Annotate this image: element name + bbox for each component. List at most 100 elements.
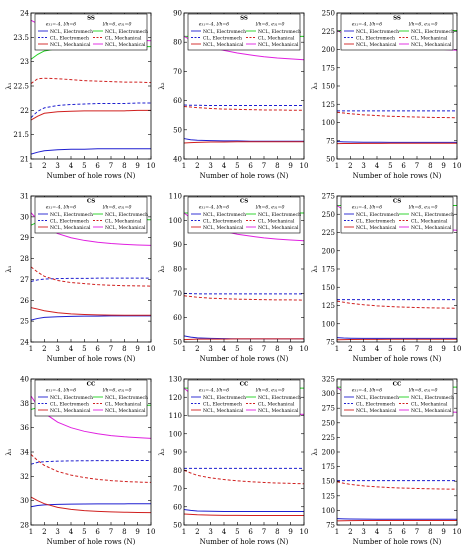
x-tick-label: 9 <box>135 528 139 536</box>
y-tick-label: 150 <box>322 284 335 292</box>
y-axis-label: λ₂ <box>158 448 166 455</box>
legend-label: NCL, Mechanical <box>105 42 146 48</box>
x-tick-label: 9 <box>441 528 445 536</box>
chart-panel-ss-1: 1 2 3 4 5 6 7 8 9 10 21 21.5 22 22.5 23 23.5 24 Number of… <box>1 1 155 184</box>
x-tick-label: 7 <box>262 162 266 170</box>
x-axis-label: Number of hole rows (N) <box>200 538 289 546</box>
x-tick-label: 3 <box>361 345 365 353</box>
x-tick-label: 2 <box>42 345 46 353</box>
x-tick-label: 8 <box>275 345 279 353</box>
x-tick-label: 2 <box>195 528 199 536</box>
chart-panel-cc-1: 1 2 3 4 5 6 7 8 9 10 28 30 32 34 36 38 40 Number of hole … <box>1 367 155 550</box>
y-tick-label: 200 <box>322 46 335 54</box>
y-tick-label: 250 <box>322 10 335 18</box>
x-tick-label: 7 <box>262 528 266 536</box>
chart-svg: 1 2 3 4 5 6 7 8 9 10 50 60 70 80 90 100 110 120 130 Number … <box>158 376 309 547</box>
y-tick-label: 100 <box>322 507 335 515</box>
x-axis-label: Number of hole rows (N) <box>353 172 442 180</box>
y-tick-label: 24 <box>20 339 29 347</box>
series-line-4 <box>183 295 305 301</box>
y-tick-label: 110 <box>169 193 182 201</box>
chart-svg: 1 2 3 4 5 6 7 8 9 10 50 60 70 80 90 100 110 Number of hol… <box>158 193 308 364</box>
x-tick-label: 8 <box>122 528 126 536</box>
legend-label: NCL, Electromech <box>105 395 148 401</box>
x-tick-label: 9 <box>288 162 292 170</box>
x-tick-label: 10 <box>147 345 156 353</box>
x-tick-label: 3 <box>361 162 365 170</box>
y-tick-label: 225 <box>322 28 335 36</box>
x-tick-label: 7 <box>415 345 419 353</box>
chart-title: SS <box>87 16 95 22</box>
y-tick-label: 125 <box>322 101 335 109</box>
y-tick-label: 130 <box>169 376 182 384</box>
series-line-4 <box>336 481 458 490</box>
legend-label: NCL, Mechanical <box>411 225 452 231</box>
y-tick-label: 100 <box>169 217 182 225</box>
series-line-4 <box>30 77 152 84</box>
series-line-1 <box>183 138 304 142</box>
series-line-1 <box>183 508 304 512</box>
x-axis-label: Number of hole rows (N) <box>200 355 289 363</box>
x-tick-label: 6 <box>95 162 100 170</box>
x-axis-label: Number of hole rows (N) <box>47 172 136 180</box>
legend-label: CL, Electromech <box>356 401 395 407</box>
y-tick-label: 225 <box>322 434 335 442</box>
y-tick-label: 100 <box>322 119 335 127</box>
x-tick-label: 7 <box>262 345 266 353</box>
chart-panel-cc-2: 1 2 3 4 5 6 7 8 9 10 50 60 70 80 90 100 110 120 130 Number … <box>154 367 309 550</box>
legend-header-left: e₃₁=-4, l/h=6 <box>199 22 229 28</box>
x-tick-label: 5 <box>388 528 392 536</box>
legend-label: NCL, Electromech <box>50 212 93 218</box>
x-axis-label: Number of hole rows (N) <box>200 172 289 180</box>
y-tick-label: 225 <box>322 229 335 237</box>
legend-box <box>340 379 454 417</box>
x-axis-label: Number of hole rows (N) <box>47 355 136 363</box>
x-tick-label: 2 <box>42 528 46 536</box>
chart-svg: 1 2 3 4 5 6 7 8 9 10 24 25 26 27 28 29 30 31 Number of hol… <box>5 193 156 364</box>
x-tick-label: 1 <box>182 345 186 353</box>
y-tick-label: 50 <box>326 156 335 164</box>
y-tick-label: 325 <box>322 376 335 384</box>
legend-box <box>187 196 301 234</box>
legend-label: NCL, Mechanical <box>411 408 452 414</box>
chart-title: CC <box>240 382 249 388</box>
x-tick-label: 10 <box>300 528 309 536</box>
y-tick-label: 50 <box>173 522 182 530</box>
legend-label: NCL, Mechanical <box>258 408 299 414</box>
y-tick-label: 175 <box>322 266 335 274</box>
chart-title: CS <box>393 199 401 205</box>
series-line-2 <box>30 109 151 121</box>
legend-header-left: e₃₁=-4, l/h=6 <box>46 388 76 394</box>
y-tick-label: 38 <box>20 400 29 408</box>
x-tick-label: 7 <box>109 528 113 536</box>
legend-label: NCL, Electromech <box>105 212 148 218</box>
y-axis-label: λ₃ <box>311 448 319 455</box>
y-tick-label: 200 <box>322 247 335 255</box>
y-tick-label: 22.5 <box>13 83 29 91</box>
legend-label: NCL, Electromech <box>356 395 399 401</box>
legend-header-right: l/h=6, e₃₁=0 <box>409 22 438 28</box>
y-tick-label: 75 <box>326 522 335 530</box>
chart-title: CS <box>240 199 248 205</box>
series-line-4 <box>30 266 152 287</box>
x-tick-label: 1 <box>335 162 339 170</box>
x-tick-label: 8 <box>428 528 432 536</box>
series-line-2 <box>183 338 304 341</box>
x-tick-label: 4 <box>69 345 74 353</box>
chart-svg: 1 2 3 4 5 6 7 8 9 10 50 75 100 125 150 175 200 225 250 Numb… <box>311 10 461 181</box>
y-tick-label: 30 <box>20 213 29 221</box>
x-tick-label: 7 <box>109 162 113 170</box>
series-line-4 <box>30 454 152 483</box>
y-tick-label: 40 <box>173 156 182 164</box>
chart-svg: 1 2 3 4 5 6 7 8 9 10 75 100 125 150 175 200 225 250 275 300… <box>311 376 461 547</box>
y-tick-label: 34 <box>20 449 29 457</box>
series-line-2 <box>30 307 151 316</box>
y-tick-label: 250 <box>322 211 335 219</box>
legend-box <box>34 379 148 417</box>
chart-title: SS <box>393 16 401 22</box>
chart-panel-ss-2: 1 2 3 4 5 6 7 8 9 10 40 50 60 70 80 90 Number of hole ro… <box>154 1 308 184</box>
y-axis-label: λ₂ <box>158 265 166 272</box>
y-tick-label: 275 <box>322 193 335 201</box>
